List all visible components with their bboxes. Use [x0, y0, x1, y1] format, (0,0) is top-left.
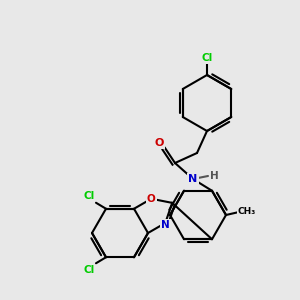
Text: N: N — [188, 174, 198, 184]
Text: CH₃: CH₃ — [238, 208, 256, 217]
Text: O: O — [154, 138, 164, 148]
Text: Cl: Cl — [201, 53, 213, 63]
Text: Cl: Cl — [83, 191, 94, 201]
Text: O: O — [147, 194, 156, 204]
Text: Cl: Cl — [83, 265, 94, 275]
Text: N: N — [161, 220, 170, 230]
Text: H: H — [210, 171, 218, 181]
